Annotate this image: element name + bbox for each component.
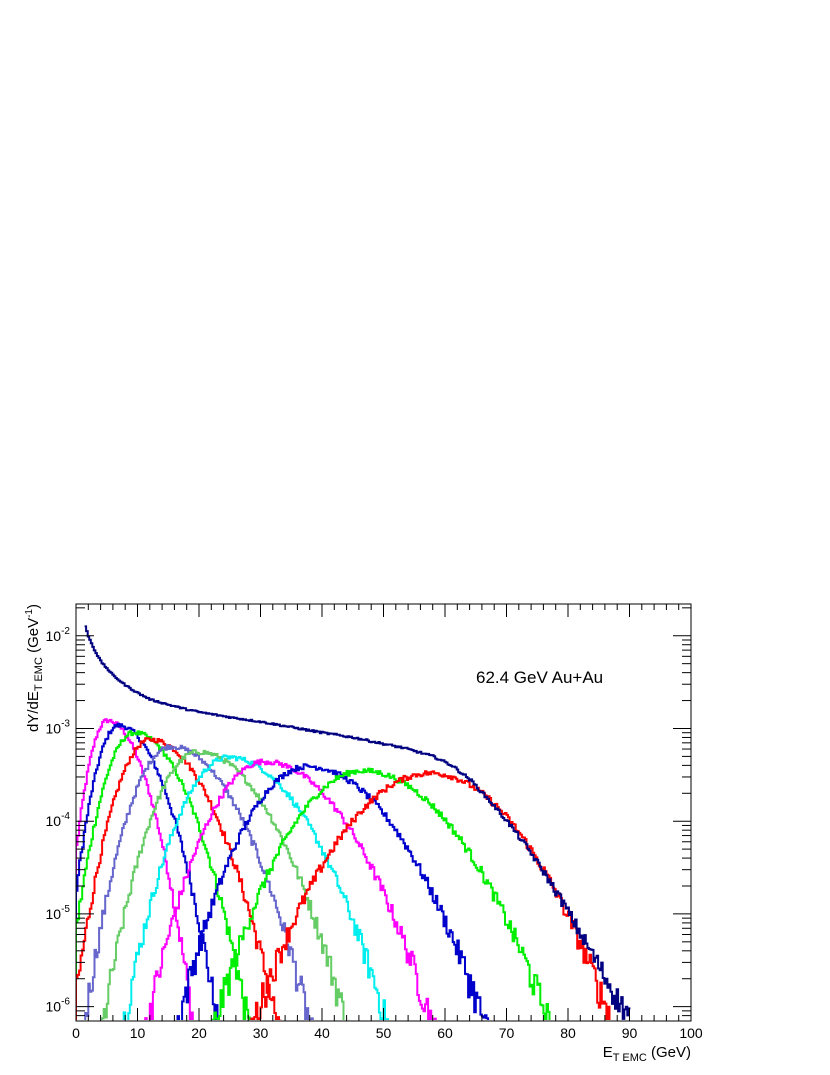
y-axis-title-sub: T EMC xyxy=(33,657,45,691)
y-tick-label: 10-4 xyxy=(46,811,71,829)
centrality-curve-10 xyxy=(211,767,551,1020)
y-tick-label: 10-2 xyxy=(46,626,71,644)
x-tick-label: 20 xyxy=(191,1025,207,1041)
x-tick-label: 90 xyxy=(622,1025,638,1041)
y-tick-exponent: -2 xyxy=(61,626,70,637)
y-tick-mantissa: 10 xyxy=(46,813,62,829)
x-axis-title: ET EMC (GeV) xyxy=(603,1044,691,1064)
x-tick-label: 70 xyxy=(499,1025,515,1041)
x-tick-label: 40 xyxy=(314,1025,330,1041)
y-tick-exponent: -3 xyxy=(61,718,70,729)
x-tick-label: 10 xyxy=(130,1025,146,1041)
x-tick-label: 100 xyxy=(679,1025,703,1041)
y-axis-title: dY/dET EMC (GeV-1) xyxy=(24,604,45,732)
y-axis-title-rest-post: ) xyxy=(25,604,42,609)
centrality-curve-6 xyxy=(101,749,351,1020)
x-tick-label: 30 xyxy=(253,1025,269,1041)
curves-layer xyxy=(76,625,631,1020)
x-axis-title-sub: T EMC xyxy=(613,1052,647,1064)
x-tick-label: 80 xyxy=(560,1025,576,1041)
y-tick-mantissa: 10 xyxy=(46,999,62,1015)
y-axis-title-sup: -1 xyxy=(24,609,35,618)
y-tick-label: 10-3 xyxy=(46,718,71,736)
centrality-curve-11 xyxy=(250,770,611,1020)
y-tick-mantissa: 10 xyxy=(46,628,62,644)
y-tick-mantissa: 10 xyxy=(46,720,62,736)
y-tick-exponent: -4 xyxy=(61,811,70,822)
y-axis-title-rest-pre: (GeV xyxy=(25,618,42,657)
y-tick-label: 10-5 xyxy=(46,904,71,922)
centrality-curve-1 xyxy=(76,718,194,1020)
axis-ticks xyxy=(75,604,692,1022)
centrality-curve-9 xyxy=(176,763,490,1020)
chart-annotation: 62.4 GeV Au+Au xyxy=(476,668,603,687)
centrality-curve-5 xyxy=(84,744,314,1020)
x-axis-title-main: E xyxy=(603,1044,613,1061)
y-tick-mantissa: 10 xyxy=(46,906,62,922)
y-tick-exponent: -6 xyxy=(61,997,70,1008)
tick-labels: 0 10 20 30 40 50 60 70 80 90 10010-610-510-410-310… xyxy=(46,626,703,1041)
centrality-curve-3 xyxy=(76,730,251,1020)
y-tick-label: 10-6 xyxy=(46,997,71,1015)
y-axis-title-main: dY/dE xyxy=(25,691,42,732)
x-tick-label: 60 xyxy=(437,1025,453,1041)
x-tick-label: 50 xyxy=(376,1025,392,1041)
x-tick-label: 0 xyxy=(72,1025,80,1041)
total-curve xyxy=(84,625,631,1020)
x-axis-title-rest: (GeV) xyxy=(647,1044,691,1061)
y-tick-exponent: -5 xyxy=(61,904,70,915)
